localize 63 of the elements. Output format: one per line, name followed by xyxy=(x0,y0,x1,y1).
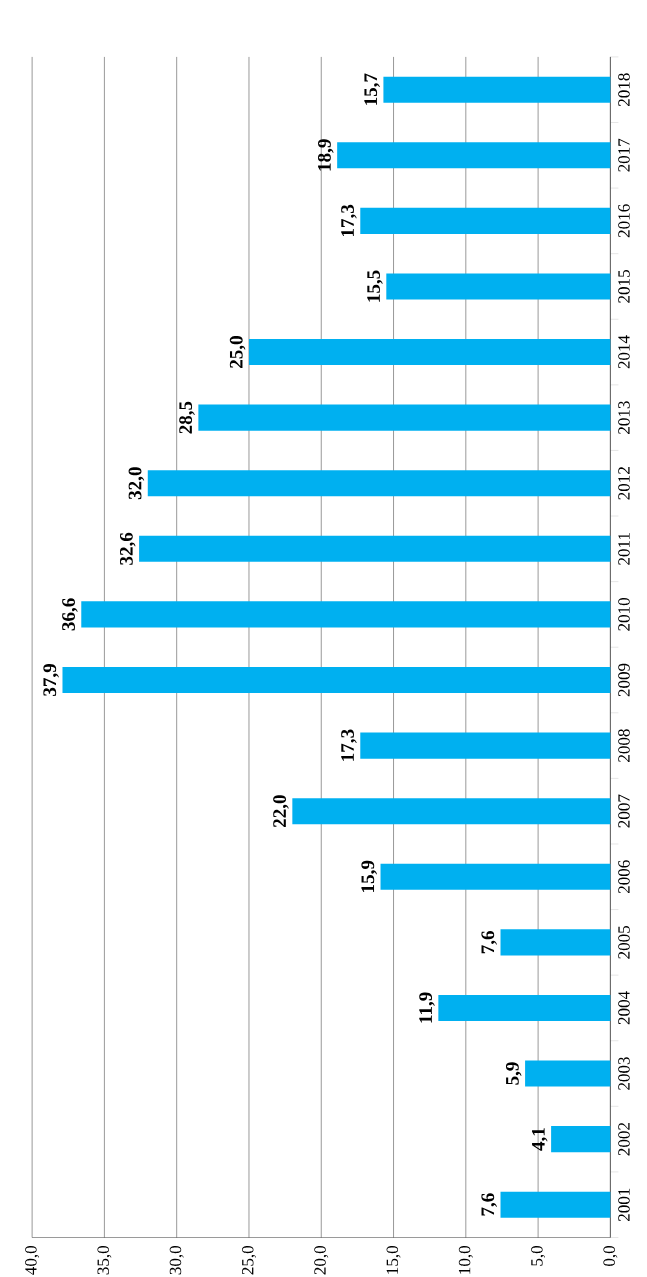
x-tick-label: 5,0 xyxy=(531,1245,546,1266)
y-tick-label: 2016 xyxy=(618,204,630,238)
bar xyxy=(386,273,611,300)
y-tick-label: 2004 xyxy=(618,991,630,1025)
bar xyxy=(249,339,611,366)
y-tick-label: 2009 xyxy=(618,663,630,697)
bar xyxy=(148,470,611,497)
data-label: 15,5 xyxy=(367,270,383,302)
data-label: 25,0 xyxy=(230,336,246,368)
bar xyxy=(500,1191,611,1218)
data-label: 17,3 xyxy=(341,204,357,237)
bar xyxy=(380,863,611,890)
bar xyxy=(81,601,611,628)
data-label: 5,9 xyxy=(506,1062,522,1085)
y-tick-label: 2002 xyxy=(618,1123,630,1156)
x-tick-label: 30,0 xyxy=(169,1245,184,1275)
data-label: 11,9 xyxy=(419,992,436,1023)
y-tick-label: 2018 xyxy=(618,73,630,107)
y-tick-label: 2012 xyxy=(618,467,630,500)
x-tick-label: 25,0 xyxy=(242,1245,257,1275)
bar xyxy=(438,994,611,1021)
y-tick-label: 2007 xyxy=(618,794,630,828)
y-tick-label: 2017 xyxy=(618,138,630,172)
data-label: 4,1 xyxy=(532,1128,548,1151)
data-label: 7,6 xyxy=(481,931,498,954)
bar xyxy=(383,76,611,103)
bar xyxy=(360,732,611,759)
bar xyxy=(360,207,611,234)
data-label: 28,5 xyxy=(179,401,196,434)
bar xyxy=(337,142,611,169)
bar xyxy=(292,798,611,825)
y-tick-label: 2001 xyxy=(618,1188,630,1222)
x-tick-label: 35,0 xyxy=(97,1245,112,1275)
x-tick-label: 0,0 xyxy=(603,1245,618,1267)
data-label: 22,0 xyxy=(273,795,290,828)
bar xyxy=(62,666,611,694)
x-tick-label: 15,0 xyxy=(386,1245,401,1274)
y-tick-label: 2010 xyxy=(618,597,630,631)
y-tick-label: 2011 xyxy=(618,533,630,565)
data-label: 18,9 xyxy=(318,139,334,171)
x-tick-label: 40,0 xyxy=(25,1245,40,1275)
data-label: 7,6 xyxy=(481,1193,498,1216)
bar xyxy=(139,535,611,562)
y-tick-label: 2005 xyxy=(618,925,630,959)
y-tick-label: 2013 xyxy=(618,401,630,434)
data-label: 32,0 xyxy=(128,467,145,500)
data-label: 32,6 xyxy=(120,532,136,565)
data-label: 36,6 xyxy=(62,598,78,631)
y-tick-label: 2015 xyxy=(618,270,630,303)
bar xyxy=(198,404,611,431)
x-tick-label: 10,0 xyxy=(459,1245,474,1274)
data-label: 17,3 xyxy=(341,729,357,761)
bar xyxy=(525,1060,611,1087)
data-label: 15,9 xyxy=(361,860,378,892)
y-tick-label: 2014 xyxy=(618,335,630,369)
x-tick-label: 20,0 xyxy=(314,1245,329,1275)
bar xyxy=(551,1126,611,1153)
y-tick-label: 2006 xyxy=(618,860,630,894)
y-tick-label: 2003 xyxy=(618,1057,630,1090)
data-label: 37,9 xyxy=(43,664,60,696)
bar xyxy=(500,929,611,956)
y-tick-label: 2008 xyxy=(618,729,630,762)
data-label: 15,7 xyxy=(364,73,381,105)
